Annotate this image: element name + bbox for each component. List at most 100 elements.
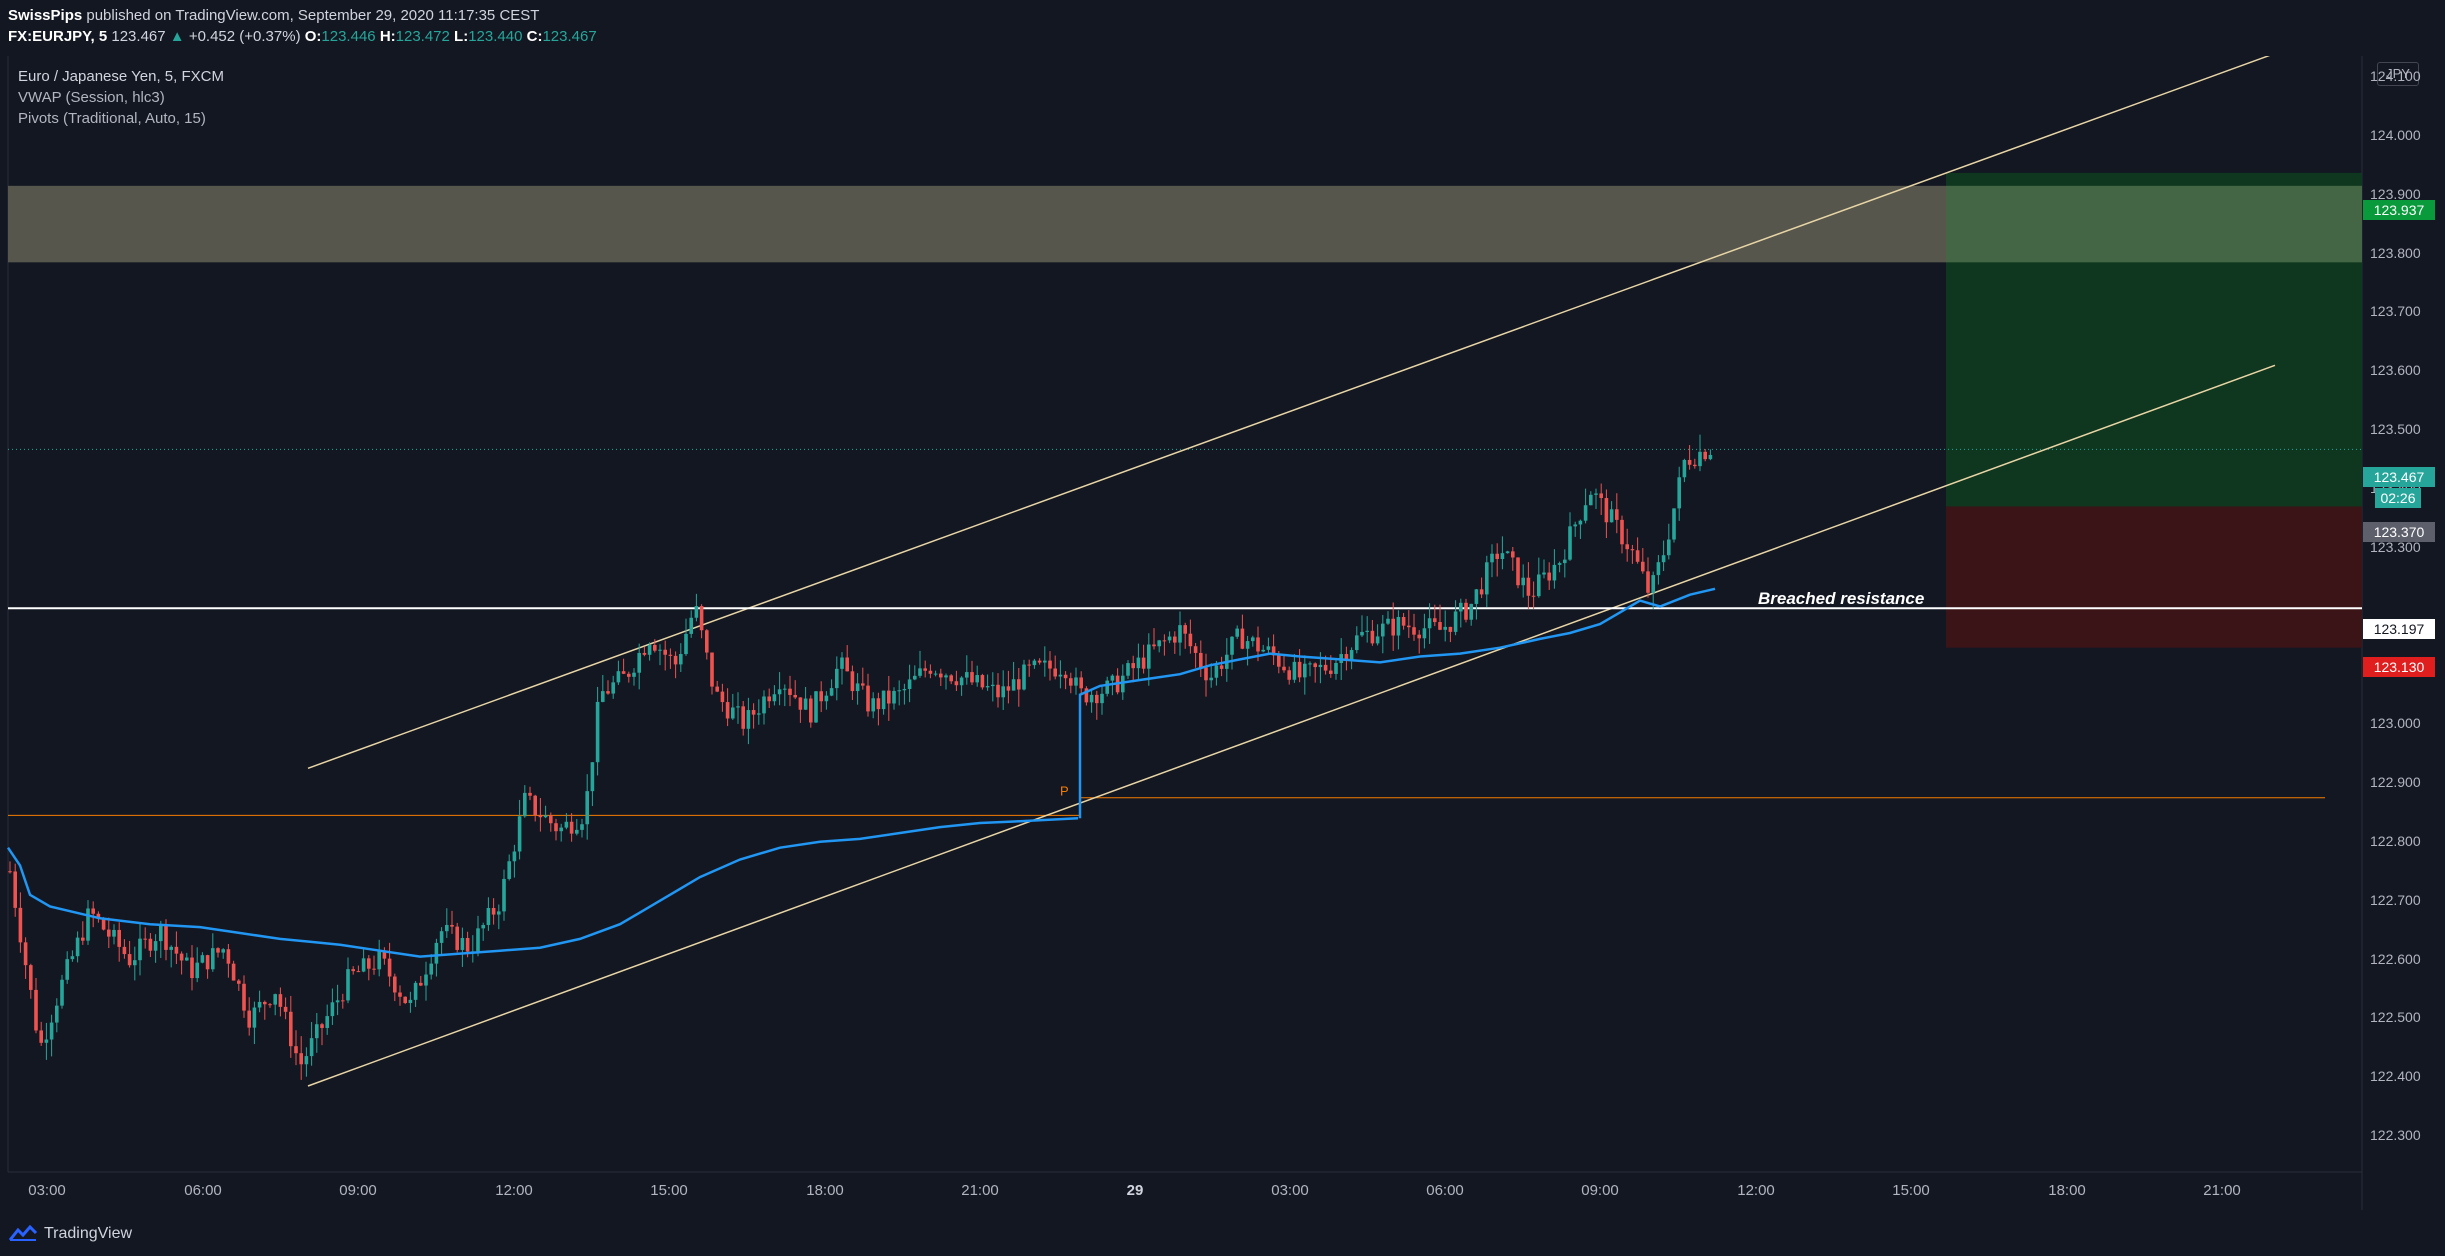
candle-body — [637, 652, 641, 673]
last-price-tag: 123.467 — [2363, 467, 2435, 487]
candle-body — [502, 878, 506, 912]
candle-body — [1271, 646, 1276, 656]
candle — [169, 945, 173, 968]
candle — [216, 947, 220, 958]
candle-body — [528, 792, 532, 796]
candle — [1433, 604, 1437, 627]
candle-body — [523, 792, 527, 817]
candle — [601, 674, 605, 703]
candle-body — [465, 937, 470, 952]
candle-body — [29, 965, 33, 990]
candle — [237, 979, 241, 991]
candle — [1375, 624, 1380, 646]
candle — [835, 656, 839, 701]
candle — [1547, 562, 1551, 590]
candle — [959, 676, 964, 696]
candle-body — [1349, 650, 1354, 661]
candle — [1578, 519, 1583, 539]
candle-body — [965, 672, 969, 678]
candle — [34, 978, 38, 1034]
candle — [985, 674, 990, 691]
candle-body — [772, 694, 777, 702]
candle — [1521, 564, 1525, 598]
candle — [1417, 630, 1421, 654]
candle-body — [1667, 539, 1671, 556]
candle-body — [211, 948, 215, 970]
tradingview-logo[interactable]: TradingView — [8, 1225, 132, 1243]
candle — [455, 922, 459, 953]
vwap-line-day2 — [1078, 587, 1716, 819]
candle-body — [627, 673, 631, 677]
time-tick-label: 03:00 — [1271, 1182, 1309, 1199]
candle-body — [226, 949, 231, 964]
candle — [1698, 434, 1702, 472]
candle-body — [824, 695, 829, 702]
candle — [481, 922, 485, 941]
legend-vwap[interactable]: VWAP (Session, hlc3) — [18, 89, 165, 106]
price-tick-label: 122.500 — [2370, 1009, 2421, 1026]
candle — [824, 691, 829, 710]
candle — [616, 660, 621, 685]
time-tick-label: 06:00 — [184, 1182, 222, 1199]
candle-body — [762, 696, 766, 714]
candle — [887, 675, 891, 721]
candle-body — [991, 684, 995, 687]
candle-body — [1089, 694, 1094, 703]
candle — [133, 946, 137, 981]
candle-body — [1370, 630, 1375, 644]
candle — [445, 908, 449, 938]
candle — [1178, 611, 1182, 656]
candle — [996, 673, 1000, 708]
publisher-name[interactable]: SwissPips — [8, 7, 83, 24]
candle — [299, 1036, 303, 1080]
candle — [1677, 466, 1681, 521]
high-label: H: — [379, 28, 396, 45]
candle — [543, 805, 548, 819]
candle — [528, 786, 532, 801]
candle-body — [1521, 577, 1525, 586]
currency-button[interactable]: JPY — [2377, 62, 2419, 86]
legend-pivots[interactable]: Pivots (Traditional, Auto, 15) — [18, 110, 206, 127]
candle-body — [1604, 498, 1609, 523]
candle — [341, 993, 345, 1009]
candle — [1391, 602, 1395, 651]
candle — [1438, 604, 1442, 631]
candle-body — [278, 994, 283, 1007]
open-value: 123.446 — [321, 28, 376, 45]
candle — [798, 697, 803, 723]
candle-body — [1297, 661, 1302, 678]
candle-body — [1505, 551, 1510, 554]
candle — [387, 942, 392, 987]
candle — [876, 692, 881, 726]
candle-body — [1531, 595, 1536, 597]
up-arrow-icon: ▲ — [169, 28, 185, 45]
candle — [39, 1021, 43, 1046]
candle — [673, 651, 678, 679]
candle — [1422, 613, 1427, 649]
take-profit-tag: 123.937 — [2363, 200, 2435, 220]
candle-body — [273, 994, 277, 1005]
candle-body — [1084, 688, 1089, 703]
candle-body — [112, 929, 116, 937]
time-tick-label: 21:00 — [2203, 1182, 2241, 1199]
candle-body — [658, 649, 662, 651]
time-tick-label: 09:00 — [339, 1182, 377, 1199]
candle-body — [320, 1024, 324, 1028]
candle-body — [34, 989, 38, 1031]
candle — [346, 957, 350, 1004]
candle — [1656, 555, 1661, 585]
candle — [356, 965, 361, 973]
candle-body — [1095, 694, 1099, 704]
candle — [642, 646, 647, 657]
candle-body — [923, 668, 927, 671]
candle-body — [1589, 494, 1593, 506]
candle — [153, 934, 158, 963]
candle — [777, 672, 782, 706]
time-tick-label: 18:00 — [2048, 1182, 2086, 1199]
candle — [1048, 651, 1052, 681]
candle — [1401, 612, 1406, 630]
candle — [855, 673, 860, 705]
candle-body — [1693, 464, 1697, 467]
